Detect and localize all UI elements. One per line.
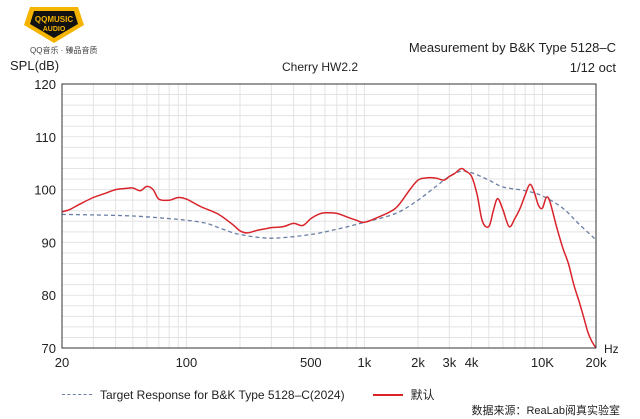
y-tick-label: 80 [42,288,56,303]
chart-grid [62,84,596,348]
x-tick-label: 20k [586,355,607,370]
x-tick-label: 1k [358,355,372,370]
logo-line1: QQMUSIC [35,15,73,24]
y-tick-label: 100 [34,183,56,198]
legend: Target Response for B&K Type 5128–C(2024… [62,386,435,403]
plot-frame [61,83,597,349]
qqmusic-audio-logo-icon: QQMUSIC AUDIO [24,7,84,43]
logo-line2: AUDIO [43,26,66,33]
data-source: 数据来源：ReaLab阅真实验室 [471,405,620,417]
measurement-note: Measurement by B&K Type 5128–C [408,40,616,55]
series-target-line [61,170,597,241]
chart-ticks: 20 100 500 1k 2k 3k 4k 10K 20k 70 80 90 100 110 120 [34,77,607,370]
legend-measured-swatch [372,393,403,396]
y-axis-label: SPL(dB) [10,58,60,73]
chart-series [61,167,597,349]
x-tick-label: 500 [300,355,322,370]
x-axis-unit: Hz [604,342,619,356]
chart-title: Cherry HW2.2 [281,60,358,74]
logo-subtitle: QQ音乐 · 臻品音质 [30,46,98,55]
y-tick-label: 70 [42,341,56,356]
y-tick-label: 120 [34,77,56,92]
octave-smoothing: 1/12 oct [569,60,616,75]
x-tick-label: 4k [465,355,479,370]
legend-target-label: Target Response for B&K Type 5128–C(2024… [100,387,345,402]
x-tick-label: 10K [531,355,554,370]
y-tick-label: 90 [42,235,56,250]
x-tick-label: 20 [55,355,69,370]
y-tick-label: 110 [35,130,56,145]
legend-measured-label: 默认 [410,388,435,402]
x-tick-label: 100 [176,355,198,370]
series-measured-line [61,167,597,349]
legend-target-swatch [62,394,92,395]
x-tick-label: 2k [411,355,425,370]
x-tick-label: 3k [442,355,456,370]
